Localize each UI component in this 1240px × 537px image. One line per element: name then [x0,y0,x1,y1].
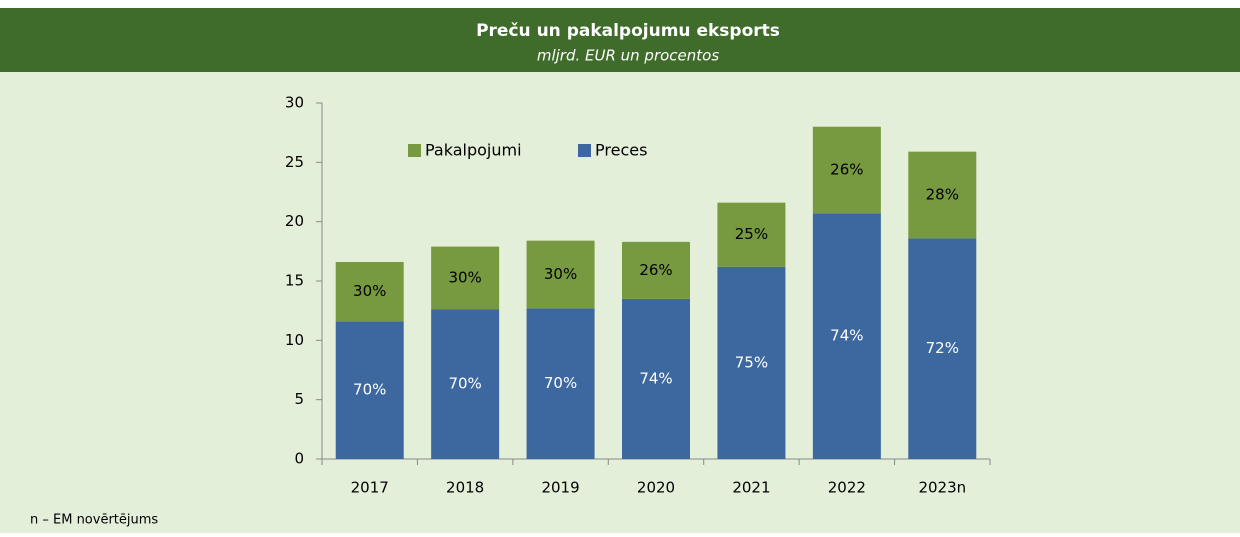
share-label: 30% [448,269,481,287]
share-label: 26% [830,161,863,179]
share-label: 70% [448,375,481,393]
bar-segment [335,321,404,459]
y-tick-label: 30 [285,94,304,112]
y-tick-label: 20 [285,212,304,230]
share-label: 30% [544,265,577,283]
bar-segment [526,308,595,459]
chart-subtitle: mljrd. EUR un procentos [537,47,720,65]
legend-label: Pakalpojumi [425,141,522,160]
x-tick-label: 2017 [351,479,389,497]
y-tick-label: 5 [294,390,304,408]
share-label: 70% [544,374,577,392]
y-tick-label: 25 [285,153,304,171]
footnote: n – EM novērtējums [30,513,158,528]
header-band [0,8,1240,72]
bar-segment [812,126,881,214]
bar-segment [431,246,500,310]
x-tick-label: 2020 [637,479,675,497]
bar-segment [431,309,500,459]
share-label: 70% [353,381,386,399]
share-label: 74% [830,327,863,345]
share-label: 30% [353,282,386,300]
bar-segment [335,262,404,322]
share-label: 28% [926,185,959,203]
chart-title: Preču un pakalpojumu eksports [476,21,780,41]
bar-segment [717,266,786,459]
x-tick-label: 2018 [446,479,484,497]
bar-segment [812,213,881,459]
share-label: 26% [639,261,672,279]
bar-segment [908,151,977,239]
bar-segment [526,240,595,309]
y-tick-label: 15 [285,272,304,290]
bar-segment [622,298,690,459]
x-tick-label: 2019 [541,479,579,497]
bar-segment [908,238,977,459]
x-tick-label: 2023n [918,479,966,497]
share-label: 25% [735,225,768,243]
legend-swatch [578,144,591,157]
y-tick-label: 0 [294,450,304,468]
bar-segment [622,241,690,299]
share-label: 72% [926,339,959,357]
y-tick-label: 10 [285,331,304,349]
share-label: 75% [735,353,768,371]
plot-background [0,72,1240,533]
share-label: 74% [639,369,672,387]
legend-swatch [408,144,421,157]
legend-label: Preces [595,141,647,160]
bar-segment [717,202,786,267]
x-tick-label: 2022 [828,479,866,497]
x-tick-label: 2021 [732,479,770,497]
